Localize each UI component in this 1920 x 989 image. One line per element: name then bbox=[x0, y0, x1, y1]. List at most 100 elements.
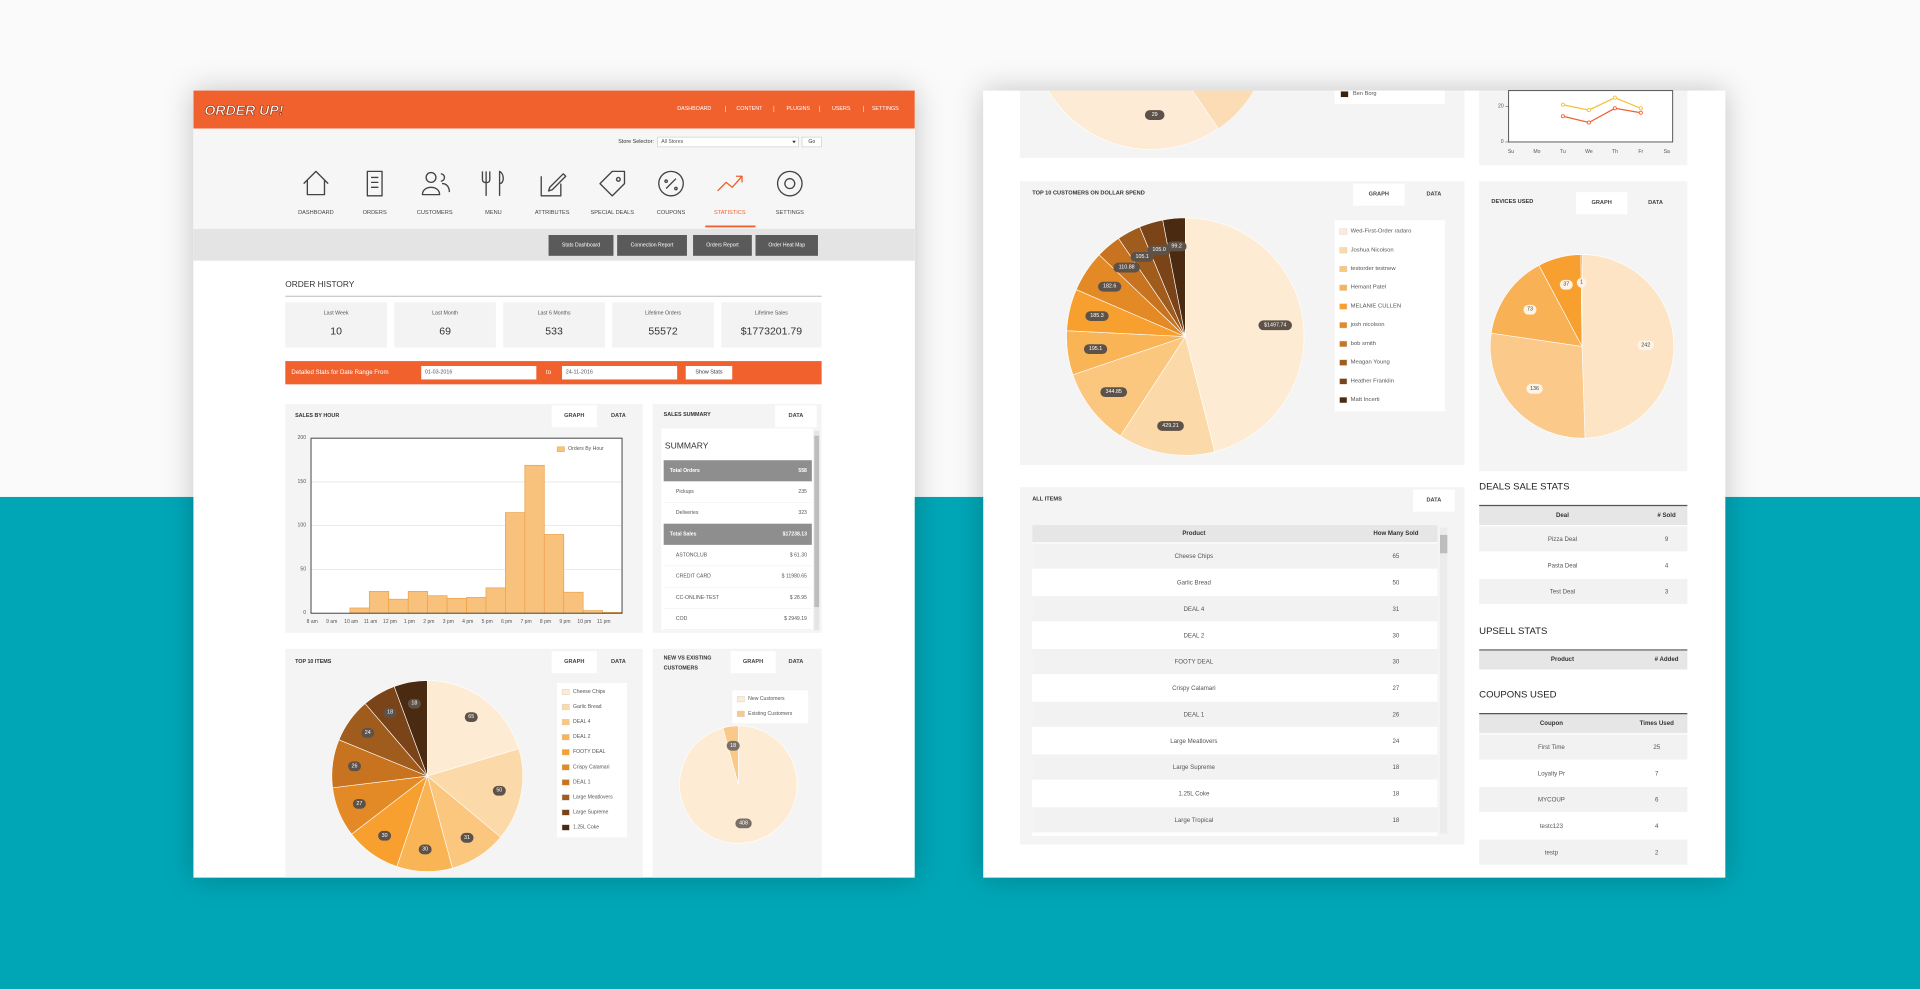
summary-row bbox=[663, 587, 812, 609]
legend-label: FOOTY DEAL bbox=[573, 749, 606, 755]
bar bbox=[349, 607, 370, 614]
slice-label-bg bbox=[1157, 421, 1184, 431]
legend-swatch bbox=[1339, 266, 1348, 273]
pie-slice bbox=[1185, 217, 1305, 452]
subnav-label: Order Heat Map bbox=[768, 242, 805, 248]
menu-item[interactable]: MENU bbox=[485, 210, 502, 216]
menu-item[interactable]: SETTINGS bbox=[776, 210, 804, 216]
table-cell: Large Supreme bbox=[1173, 764, 1216, 771]
nav-link[interactable]: USERS bbox=[832, 106, 851, 112]
pie-slice bbox=[427, 680, 520, 777]
tab[interactable]: DATA bbox=[789, 659, 804, 665]
menu-item[interactable]: COUPONS bbox=[657, 210, 686, 216]
table-row bbox=[1032, 780, 1438, 807]
summary-row bbox=[663, 544, 812, 567]
tab[interactable]: DATA bbox=[1426, 192, 1441, 198]
column-header: # Sold bbox=[1657, 512, 1676, 519]
subnav-button[interactable] bbox=[617, 235, 687, 256]
tab[interactable]: DATA bbox=[611, 659, 626, 665]
slice-label: 105.0 bbox=[1152, 247, 1165, 253]
go-button[interactable] bbox=[801, 136, 822, 148]
store-select[interactable] bbox=[657, 136, 799, 148]
pie-slice bbox=[426, 748, 524, 838]
date-input[interactable] bbox=[421, 365, 537, 380]
nav-link[interactable]: SETTINGS bbox=[872, 106, 899, 112]
bar bbox=[524, 464, 545, 614]
active-tab bbox=[551, 651, 597, 674]
legend-swatch bbox=[1340, 91, 1349, 98]
column-header: Coupon bbox=[1540, 720, 1563, 727]
nav-link[interactable]: DASHBOARD bbox=[677, 106, 711, 112]
line-series bbox=[1562, 107, 1641, 124]
menu-item[interactable]: ATTRIBUTES bbox=[535, 210, 570, 216]
tab[interactable]: GRAPH bbox=[564, 659, 584, 665]
menu-item[interactable]: STATISTICS bbox=[714, 210, 746, 216]
slice-label-bg bbox=[1559, 279, 1573, 290]
section-title: UPSELL STATS bbox=[1479, 626, 1547, 637]
legend-label: Existing Customers bbox=[748, 711, 793, 717]
scroll-thumb bbox=[814, 435, 820, 608]
menu-icon bbox=[366, 170, 383, 197]
legend-swatch bbox=[1339, 284, 1348, 291]
tab[interactable]: DATA bbox=[789, 413, 804, 419]
tab[interactable]: DATA bbox=[1426, 498, 1441, 504]
legend-label: Large Supreme bbox=[573, 809, 608, 815]
pie-slice bbox=[1580, 254, 1583, 347]
table-cell: 18 bbox=[1393, 791, 1400, 798]
show-stats-button[interactable] bbox=[685, 365, 733, 380]
table-cell: DEAL 2 bbox=[1183, 632, 1204, 639]
panel-title: TOP 10 CUSTOMERS ON DOLLAR SPEND bbox=[1032, 190, 1145, 196]
active-tab bbox=[551, 405, 597, 428]
subnav-button[interactable] bbox=[548, 235, 614, 256]
slice-label-bg bbox=[348, 761, 362, 772]
slice-label: 24 bbox=[365, 730, 371, 736]
tab[interactable]: GRAPH bbox=[1591, 200, 1611, 206]
menu-item[interactable]: DASHBOARD bbox=[298, 210, 334, 216]
menu-item[interactable]: ORDERS bbox=[363, 210, 387, 216]
legend-label: Crispy Calamari bbox=[573, 764, 609, 770]
table-row bbox=[1032, 675, 1438, 701]
table-cell: 65 bbox=[1393, 553, 1400, 560]
subnav-label: Stats Dashboard bbox=[562, 242, 600, 248]
tab[interactable]: DATA bbox=[1648, 200, 1663, 206]
nav-link[interactable]: PLUGINS bbox=[787, 106, 811, 112]
x-tick-label: Sa bbox=[1664, 149, 1670, 155]
stat-label: Lifetime Orders bbox=[645, 310, 681, 316]
slice-label: 242 bbox=[1641, 342, 1650, 348]
tab[interactable]: GRAPH bbox=[1369, 192, 1389, 198]
table-cell: 25 bbox=[1653, 744, 1660, 751]
x-tick-label: 11 pm bbox=[597, 619, 611, 625]
legend-swatch bbox=[1339, 322, 1348, 329]
panel-title: ALL ITEMS bbox=[1032, 496, 1062, 502]
table-row bbox=[1479, 552, 1688, 578]
line-point bbox=[1560, 102, 1565, 107]
table-cell: 50 bbox=[1393, 580, 1400, 587]
legend-swatch bbox=[1339, 228, 1348, 235]
summary-label: Pickups bbox=[676, 489, 694, 495]
menu-item[interactable]: CUSTOMERS bbox=[417, 210, 453, 216]
subnav-button[interactable] bbox=[693, 235, 752, 256]
legend-swatch bbox=[561, 749, 570, 756]
bar bbox=[485, 587, 506, 614]
summary-row bbox=[663, 481, 812, 503]
slice-label-bg bbox=[1083, 344, 1108, 355]
tab[interactable]: GRAPH bbox=[564, 413, 584, 419]
active-tab bbox=[1353, 183, 1405, 206]
table-cell: 4 bbox=[1655, 823, 1659, 830]
tab[interactable]: DATA bbox=[611, 413, 626, 419]
menu-item[interactable]: SPECIAL DEALS bbox=[590, 210, 634, 216]
table-cell: 2 bbox=[1655, 849, 1659, 856]
legend-swatch bbox=[561, 794, 570, 801]
scrollbar bbox=[1440, 527, 1448, 834]
subnav-button[interactable] bbox=[755, 235, 818, 256]
section-title: COUPONS USED bbox=[1479, 690, 1556, 701]
date-input[interactable] bbox=[562, 365, 678, 380]
table-row bbox=[1032, 596, 1438, 622]
stat-box bbox=[721, 302, 822, 348]
nav-link[interactable]: CONTENT bbox=[736, 106, 763, 112]
tab[interactable]: GRAPH bbox=[743, 659, 763, 665]
summary-value: 323 bbox=[798, 510, 807, 516]
slice-label: 105.1 bbox=[1135, 254, 1148, 260]
legend-swatch bbox=[736, 696, 745, 703]
line-point bbox=[1638, 106, 1643, 111]
